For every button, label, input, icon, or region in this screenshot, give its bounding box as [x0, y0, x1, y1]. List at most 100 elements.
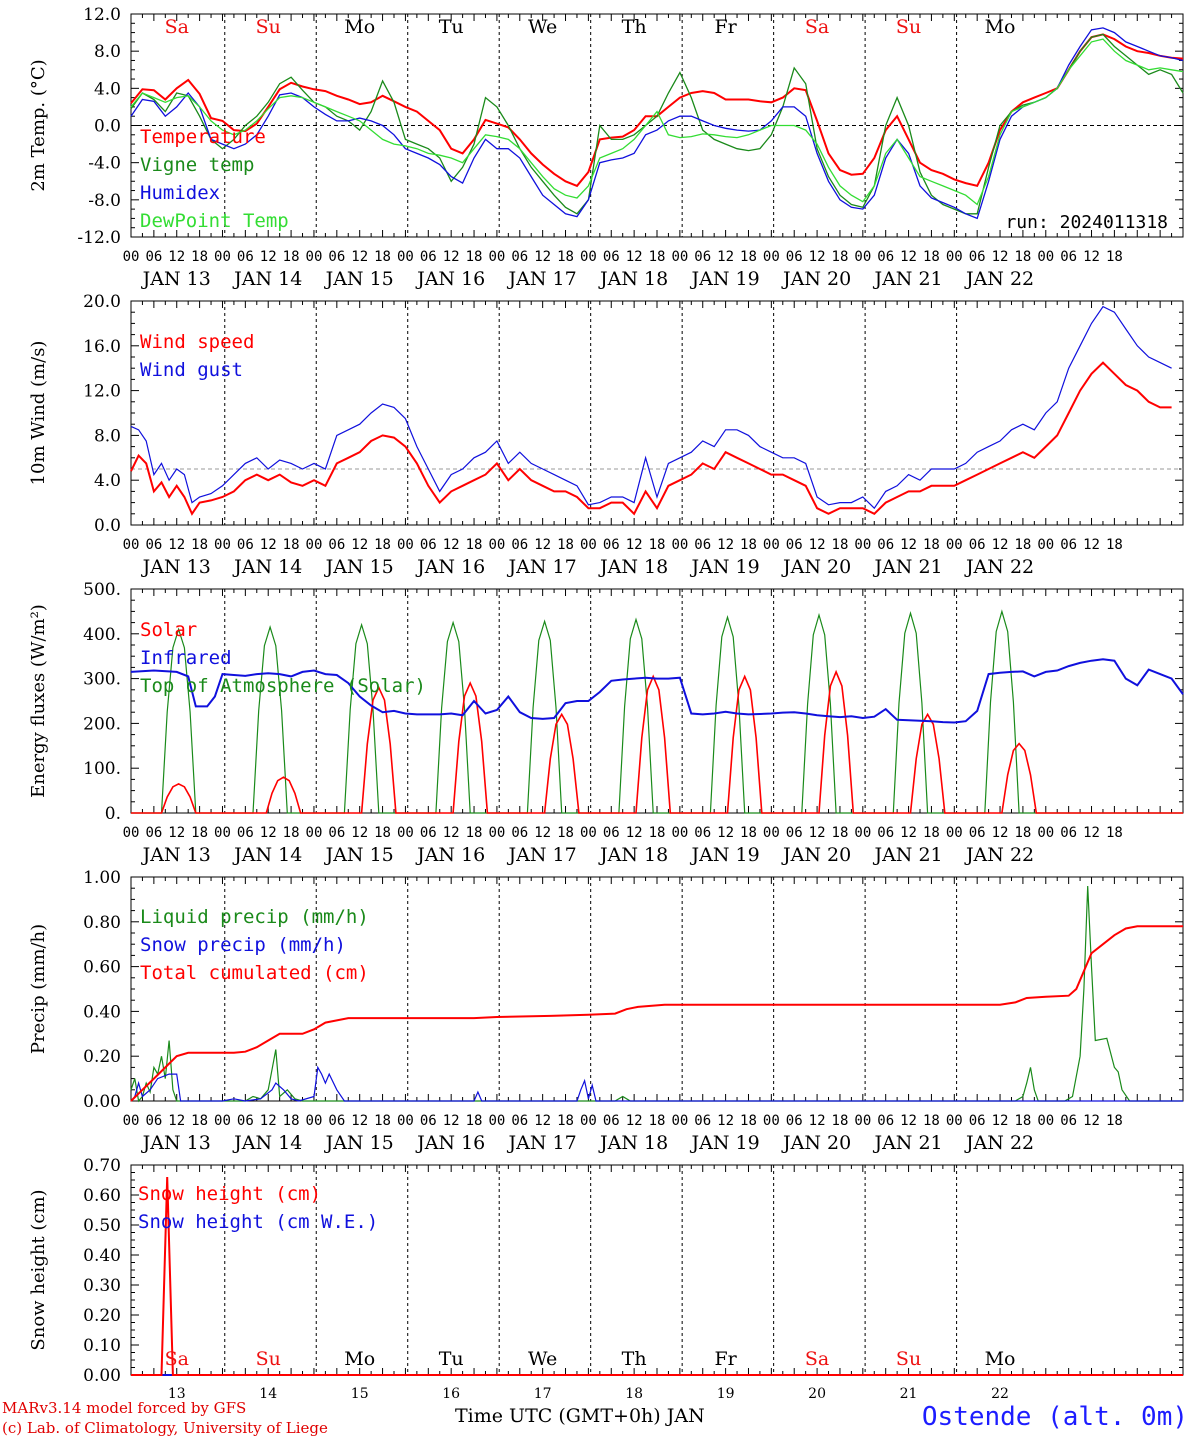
hour-tick-label: 06 [237, 1113, 254, 1129]
hour-tick-label: 18 [1106, 1113, 1123, 1129]
hour-tick-label: 18 [557, 1113, 574, 1129]
hour-tick-label: 00 [763, 537, 780, 553]
hour-tick-label: 00 [306, 825, 323, 841]
hour-tick-label: 06 [237, 249, 254, 265]
day-name-label: Mo [985, 1348, 1016, 1370]
date-label: JAN 18 [598, 556, 668, 578]
hour-tick-label: 12 [1083, 825, 1100, 841]
hour-tick-label: 18 [374, 249, 391, 265]
x-axis-title: Time UTC (GMT+0h) JAN [455, 1405, 705, 1427]
hour-tick-label: 18 [557, 537, 574, 553]
hour-tick-label: 00 [123, 249, 140, 265]
hour-tick-label: 18 [1106, 825, 1123, 841]
hour-tick-label: 18 [466, 1113, 483, 1129]
series-line-total-cumulated-cm- [130, 925, 1183, 1102]
hour-tick-label: 06 [786, 249, 803, 265]
y-tick-label: 8.0 [94, 42, 121, 62]
day-name-label: Su [896, 1348, 921, 1370]
hour-tick-label: 12 [809, 1113, 826, 1129]
y-tick-label: -12.0 [77, 228, 121, 248]
hour-tick-label: 00 [488, 249, 505, 265]
day-name-label: Su [256, 16, 281, 38]
y-axis-title-energy: Energy fluxes (W/m²) [28, 604, 49, 798]
hour-tick-label: 12 [626, 825, 643, 841]
date-label: JAN 21 [872, 1132, 942, 1154]
y-tick-label: 0.60 [83, 958, 121, 978]
hour-tick-label: 12 [260, 825, 277, 841]
hour-tick-label: 06 [328, 537, 345, 553]
y-tick-label: 1.00 [83, 868, 121, 888]
hour-tick-label: 00 [306, 249, 323, 265]
day-name-label: We [528, 1348, 557, 1370]
day-number-label: 14 [259, 1386, 277, 1402]
date-label: JAN 15 [324, 268, 394, 290]
hour-tick-label: 06 [877, 249, 894, 265]
date-label: JAN 15 [324, 556, 394, 578]
day-name-label: Mo [985, 16, 1016, 38]
legend-entry: Wind speed [140, 331, 254, 353]
hour-tick-label: 18 [649, 249, 666, 265]
y-tick-label: 200. [83, 714, 121, 734]
y-tick-label: 0.0 [94, 516, 121, 536]
hour-tick-label: 18 [191, 537, 208, 553]
legend-entry: DewPoint Temp [140, 210, 289, 232]
hour-tick-label: 12 [900, 249, 917, 265]
y-tick-label: 12.0 [83, 382, 121, 402]
hour-tick-label: 00 [214, 1113, 231, 1129]
day-name-label: Sa [165, 1348, 189, 1370]
y-tick-label: 0.30 [83, 1276, 121, 1296]
series-line-dewpoint-temp [130, 38, 1184, 206]
date-label: JAN 19 [690, 268, 760, 290]
legend-entry: Snow height (cm W.E.) [138, 1211, 378, 1233]
hour-tick-label: 06 [694, 537, 711, 553]
hour-tick-label: 12 [626, 1113, 643, 1129]
y-tick-label: 4.0 [94, 79, 121, 99]
hour-tick-label: 06 [511, 1113, 528, 1129]
hour-tick-label: 12 [168, 249, 185, 265]
hour-tick-label: 06 [786, 1113, 803, 1129]
hour-tick-label: 18 [374, 537, 391, 553]
hour-tick-label: 12 [534, 1113, 551, 1129]
hour-tick-label: 06 [969, 249, 986, 265]
hour-tick-label: 00 [854, 825, 871, 841]
hour-tick-label: 12 [351, 825, 368, 841]
y-tick-label: 100. [83, 759, 121, 779]
hour-tick-label: 06 [237, 537, 254, 553]
y-tick-label: 0.20 [83, 1306, 121, 1326]
hour-tick-label: 00 [946, 825, 963, 841]
legend-entry: Wind gust [140, 359, 243, 381]
hour-tick-label: 18 [923, 537, 940, 553]
date-label: JAN 14 [232, 268, 302, 290]
plot-frame-wind [130, 300, 1184, 526]
y-tick-label: 0.10 [83, 1336, 121, 1356]
legend-entry: Humidex [140, 182, 220, 204]
day-number-label: 15 [351, 1386, 369, 1402]
y-tick-label: 300. [83, 670, 121, 690]
hour-tick-label: 18 [1014, 825, 1031, 841]
hour-tick-label: 06 [328, 825, 345, 841]
hour-tick-label: 12 [168, 825, 185, 841]
hour-tick-label: 18 [649, 825, 666, 841]
date-label: JAN 17 [507, 844, 577, 866]
plot-frame-energy [130, 588, 1184, 814]
y-tick-label: -8.0 [88, 191, 121, 211]
hour-tick-label: 06 [603, 249, 620, 265]
hour-tick-label: 18 [832, 537, 849, 553]
hour-tick-label: 18 [1106, 537, 1123, 553]
hour-tick-label: 00 [763, 249, 780, 265]
date-label: JAN 18 [598, 844, 668, 866]
day-name-label: We [528, 16, 557, 38]
date-label: JAN 22 [964, 1132, 1034, 1154]
hour-tick-label: 12 [260, 537, 277, 553]
day-number-label: 19 [717, 1386, 735, 1402]
date-label: JAN 20 [781, 1132, 851, 1154]
date-label: JAN 16 [415, 844, 485, 866]
y-tick-label: 0. [105, 804, 121, 824]
y-tick-label: 500. [83, 580, 121, 600]
legend-entry: Vigne temp [140, 154, 254, 176]
legend-entry: Temperature [140, 126, 266, 148]
hour-tick-label: 00 [1037, 249, 1054, 265]
hour-tick-label: 00 [854, 537, 871, 553]
hour-tick-label: 06 [694, 825, 711, 841]
